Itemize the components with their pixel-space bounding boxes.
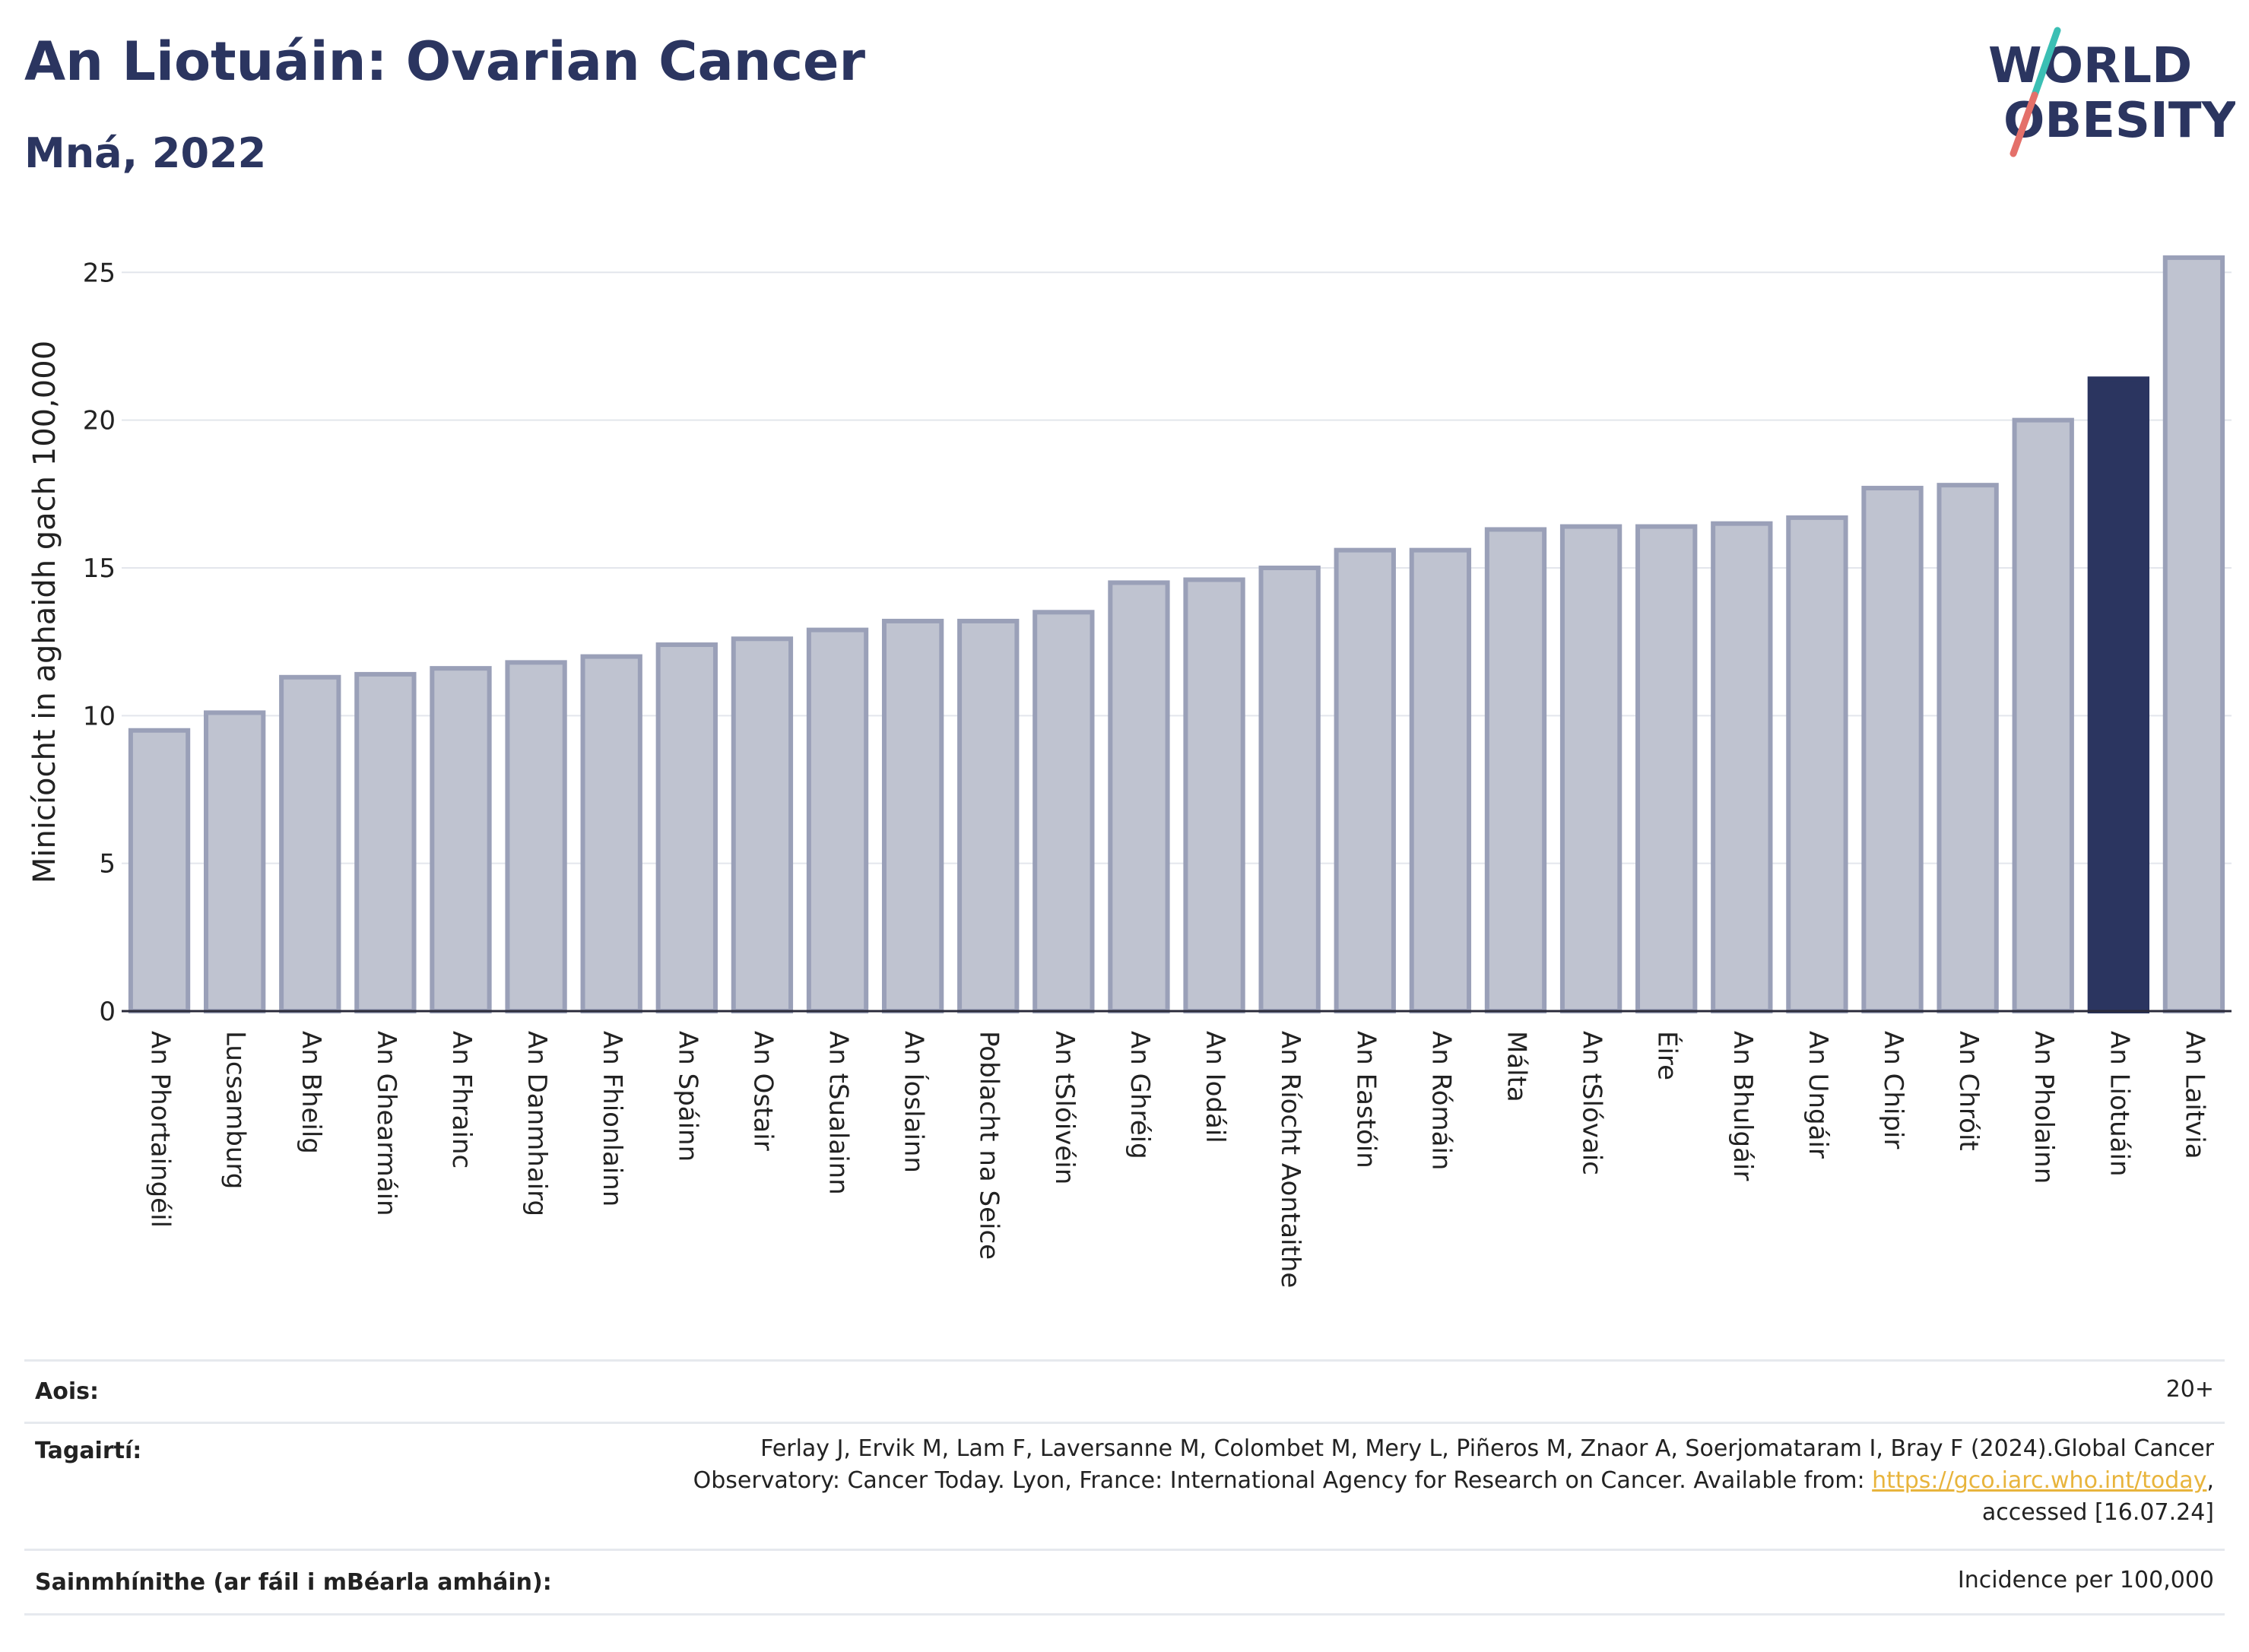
bar[interactable] (881, 618, 944, 1013)
reference-link[interactable]: https://gco.iarc.who.int/today (1872, 1467, 2207, 1494)
bar[interactable] (1711, 521, 1773, 1013)
y-tick-label: 15 (83, 553, 116, 584)
x-category-label: An Ostair (747, 1031, 778, 1151)
bar[interactable] (128, 728, 191, 1013)
bar[interactable] (505, 660, 567, 1014)
x-category-label: An Ghearmáin (371, 1031, 401, 1216)
x-category-label: Poblacht na Seice (974, 1031, 1004, 1260)
x-category-label: An Danmhairg (522, 1031, 552, 1216)
bar[interactable] (1334, 547, 1396, 1013)
bar[interactable] (1108, 580, 1170, 1013)
bar[interactable] (204, 710, 266, 1013)
y-axis-ticks: 0 5 10 15 20 25 (83, 258, 116, 1027)
x-category-label: An Phortaingéil (145, 1031, 176, 1228)
x-category-label: An tSlóivéin (1049, 1031, 1080, 1184)
x-category-label: An Eastóin (1350, 1031, 1381, 1168)
bar[interactable] (2012, 417, 2074, 1013)
bars (128, 255, 2225, 1014)
world-obesity-logo: WORLD OBESITY (1988, 27, 2235, 157)
info-table: Aois: 20+ Tagairtí: Ferlay J, Ervik M, L… (24, 1359, 2225, 1618)
reference-line2-end: , (2206, 1467, 2214, 1494)
reference-line3: accessed [16.07.24] (1981, 1499, 2214, 1526)
x-category-label: An Chróit (1953, 1031, 1984, 1151)
x-category-label: An Fhrainc (446, 1031, 477, 1168)
bar[interactable] (1409, 547, 1472, 1013)
y-axis-label: Minicíocht in aghaidh gach 100,000 (27, 341, 62, 883)
bar[interactable] (1484, 527, 1547, 1013)
x-axis-labels: An Phortaingéil Lucsamburg An Bheilg An Ghe… (145, 1031, 2210, 1288)
page-title: An Liotuáin: Ovarian Cancer (24, 30, 866, 93)
x-category-label: An Ungáir (1803, 1031, 1833, 1159)
bar[interactable] (279, 674, 341, 1014)
bar[interactable] (2162, 255, 2225, 1013)
bar[interactable] (1183, 577, 1245, 1013)
x-category-label: Málta (1501, 1031, 1531, 1102)
x-category-label: An Chipir (1878, 1031, 1908, 1149)
definition-row: Sainmhínithe (ar fáil i mBéarla amháin):… (24, 1549, 2225, 1616)
bar[interactable] (1861, 486, 1924, 1013)
reference-line2: Observatory: Cancer Today. Lyon, France:… (693, 1465, 2214, 1497)
x-category-label: An tSlóvaic (1577, 1031, 1607, 1175)
y-tick-label: 25 (83, 258, 116, 288)
y-tick-label: 10 (83, 701, 116, 731)
bar[interactable] (806, 627, 869, 1013)
bar[interactable] (354, 671, 417, 1013)
x-category-label: An Bheilg (296, 1031, 326, 1154)
y-tick-label: 20 (83, 406, 116, 436)
logo-line2: OBESITY (2003, 93, 2235, 149)
bar-chart: 0 5 10 15 20 25 An Phortaingéil Lucsamburg An B… (27, 255, 2232, 1288)
reference-line2-text: Observatory: Cancer Today. Lyon, France:… (693, 1467, 1873, 1494)
x-category-label: An Pholainn (2029, 1031, 2059, 1184)
bar[interactable] (1033, 610, 1095, 1013)
x-category-label: An Fhionlainn (597, 1031, 627, 1206)
age-label: Aois: (35, 1378, 99, 1405)
x-category-label: An Ríocht Aontaithe (1275, 1031, 1305, 1288)
x-category-label: An Bhulgáir (1727, 1031, 1758, 1181)
bar[interactable] (1258, 565, 1321, 1013)
page-subtitle: Mná, 2022 (24, 129, 267, 177)
bar[interactable] (655, 642, 718, 1013)
reference-line1: Ferlay J, Ervik M, Lam F, Laversanne M, … (760, 1435, 2214, 1462)
bar[interactable] (957, 618, 1020, 1013)
bar[interactable] (430, 666, 492, 1013)
x-category-label: An tSualainn (823, 1031, 854, 1195)
bar[interactable] (1937, 483, 1999, 1013)
bar[interactable] (1559, 524, 1623, 1013)
x-category-label: An Liotuáin (2104, 1031, 2134, 1177)
age-value: 20+ (2165, 1376, 2214, 1403)
x-category-label: Éire (1652, 1031, 1683, 1080)
reference-text: Ferlay J, Ervik M, Lam F, Laversanne M, … (693, 1433, 2214, 1529)
y-tick-label: 5 (99, 849, 116, 880)
bar[interactable] (580, 654, 642, 1013)
x-category-label: An Ghréig (1124, 1031, 1155, 1159)
x-category-label: Lucsamburg (220, 1031, 251, 1189)
y-tick-label: 0 (99, 997, 116, 1027)
x-category-label: An Laitvia (2179, 1031, 2209, 1159)
bar[interactable] (731, 636, 794, 1013)
x-category-label: An Spáinn (672, 1031, 703, 1162)
x-category-label: An Rómáin (1426, 1031, 1456, 1170)
bar[interactable] (1786, 515, 1848, 1013)
age-row: Aois: 20+ (24, 1359, 2225, 1422)
definition-value: Incidence per 100,000 (1957, 1567, 2214, 1593)
reference-row: Tagairtí: Ferlay J, Ervik M, Lam F, Lave… (24, 1422, 2225, 1549)
x-category-label: An Iodáil (1200, 1031, 1230, 1143)
x-category-label: An Íoslainn (899, 1031, 930, 1173)
logo-line1: WORLD (1988, 38, 2192, 94)
bar[interactable] (2087, 376, 2149, 1013)
reference-label: Tagairtí: (35, 1438, 142, 1464)
definition-label: Sainmhínithe (ar fáil i mBéarla amháin): (35, 1569, 552, 1596)
bar[interactable] (1635, 524, 1698, 1013)
